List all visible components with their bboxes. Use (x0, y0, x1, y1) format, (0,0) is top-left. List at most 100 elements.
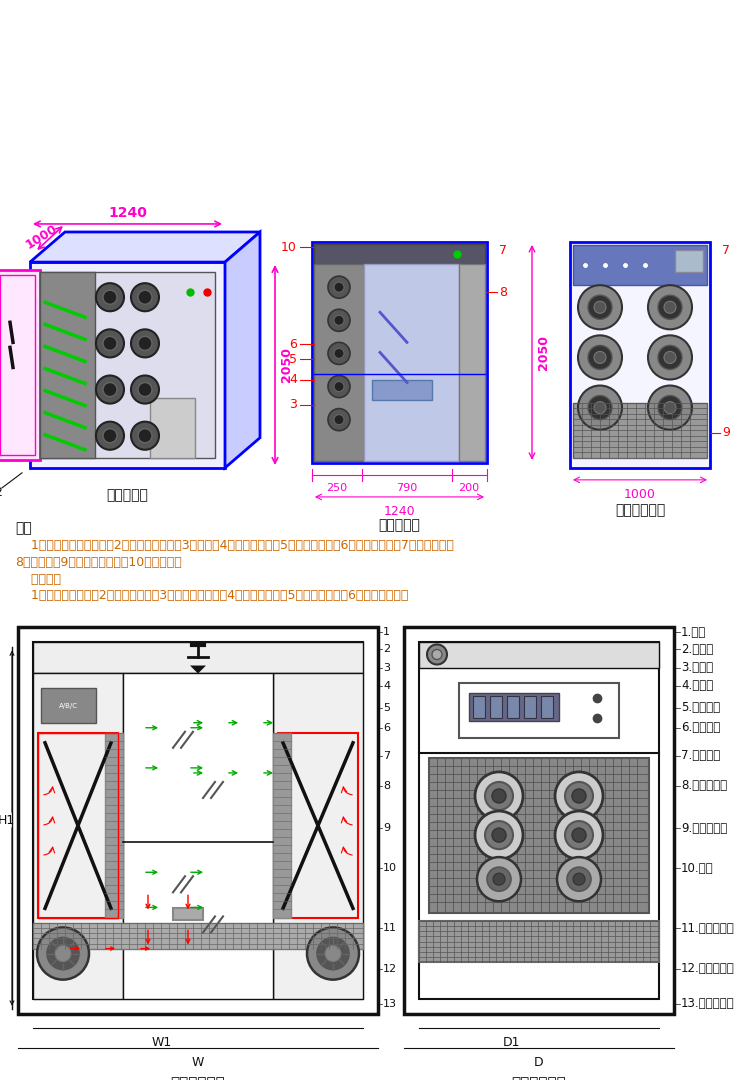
Bar (490, 696, 502, 718)
Circle shape (138, 382, 152, 396)
Text: 12.电机风机组: 12.电机风机组 (681, 962, 735, 975)
Text: 5.控制面板: 5.控制面板 (681, 701, 720, 714)
Text: 说明: 说明 (15, 521, 32, 535)
Circle shape (131, 421, 159, 449)
Circle shape (138, 291, 152, 305)
Circle shape (578, 386, 622, 430)
Circle shape (103, 382, 117, 396)
Text: 9: 9 (722, 427, 730, 440)
Circle shape (55, 945, 71, 961)
Text: 250: 250 (326, 483, 347, 492)
Text: 4.萌光灯: 4.萌光灯 (681, 679, 713, 692)
Circle shape (131, 283, 159, 311)
Text: 790: 790 (396, 483, 418, 492)
Text: 可选配件: 可选配件 (15, 573, 61, 586)
Text: D: D (534, 1056, 544, 1069)
Circle shape (334, 349, 344, 359)
Text: 8.不锈钙咗嘴: 8.不锈钙咗嘴 (681, 780, 727, 793)
Bar (473, 696, 485, 718)
Text: 11.初效过滤器: 11.初效过滤器 (681, 922, 735, 935)
Circle shape (328, 342, 350, 364)
Circle shape (557, 858, 601, 902)
Bar (314, 265, 364, 461)
Circle shape (555, 811, 603, 860)
Bar (459, 683, 619, 738)
Bar (105, 732, 123, 918)
Text: 1、全不锈钙筱体；2、不锈钙内部；3、紫外线杀菌灯；4、除静电装置；5、自动门装置；6、门禁控制系统: 1、全不锈钙筱体；2、不锈钙内部；3、紫外线杀菌灯；4、除静电装置；5、自动门装… (15, 590, 408, 603)
Circle shape (334, 282, 344, 293)
Text: 11: 11 (383, 923, 397, 933)
Circle shape (555, 772, 603, 820)
Text: 12: 12 (383, 963, 398, 973)
Text: 10.筱体: 10.筱体 (681, 862, 714, 875)
Circle shape (493, 873, 505, 886)
Circle shape (427, 645, 447, 664)
Text: （效果图）: （效果图） (106, 488, 148, 502)
Circle shape (648, 336, 692, 379)
Bar (372, 379, 432, 400)
Polygon shape (225, 232, 260, 468)
Text: Product schematic diagram: Product schematic diagram (261, 76, 489, 93)
Circle shape (572, 789, 586, 804)
Text: 9.高效过滤器: 9.高效过滤器 (681, 822, 728, 835)
Bar (30, 262, 225, 468)
Circle shape (572, 828, 586, 842)
Bar (33, 673, 123, 999)
Circle shape (648, 386, 692, 430)
Circle shape (103, 336, 117, 350)
Text: D1: D1 (503, 1036, 520, 1049)
Text: 3.吸盘锁: 3.吸盘锁 (681, 661, 713, 674)
Circle shape (103, 429, 117, 443)
Bar (173, 907, 203, 920)
Circle shape (588, 395, 612, 420)
Text: 3: 3 (290, 399, 297, 411)
Polygon shape (30, 232, 260, 262)
Bar (40, 272, 95, 458)
Text: 1: 1 (383, 627, 390, 637)
Circle shape (328, 408, 350, 431)
Text: 6: 6 (290, 338, 297, 351)
Circle shape (492, 828, 506, 842)
Bar (459, 265, 485, 461)
Text: 风淋室正面图: 风淋室正面图 (170, 1076, 225, 1080)
Circle shape (594, 351, 606, 364)
Circle shape (138, 336, 152, 350)
Circle shape (567, 867, 591, 891)
Text: H1: H1 (0, 814, 15, 827)
Bar (573, 403, 707, 458)
Circle shape (138, 429, 152, 443)
Circle shape (96, 329, 124, 357)
Text: 风淋室侧面图: 风淋室侧面图 (512, 1076, 566, 1080)
Bar (38, 732, 118, 918)
Text: 2050: 2050 (280, 348, 293, 382)
Text: W: W (192, 1056, 204, 1069)
Text: 2.闸门器: 2.闸门器 (681, 643, 713, 656)
Circle shape (664, 351, 676, 364)
Text: 1000: 1000 (24, 222, 60, 252)
Text: 7: 7 (499, 244, 507, 257)
Text: 7: 7 (383, 751, 390, 760)
Circle shape (96, 421, 124, 449)
Bar (0, 270, 40, 460)
Bar (123, 673, 273, 999)
Bar (33, 923, 363, 948)
Text: 1240: 1240 (384, 505, 416, 518)
Circle shape (485, 782, 513, 810)
Circle shape (594, 301, 606, 313)
Bar (404, 627, 674, 1014)
Bar (419, 643, 659, 999)
Text: 6: 6 (383, 723, 390, 732)
Text: 7: 7 (722, 244, 730, 257)
Text: A/B/C: A/B/C (58, 703, 77, 708)
Circle shape (658, 346, 682, 369)
Text: 10: 10 (281, 241, 297, 254)
Bar (573, 245, 707, 285)
Circle shape (325, 945, 341, 961)
Bar (33, 643, 363, 999)
Circle shape (477, 858, 521, 902)
Circle shape (334, 381, 344, 392)
Text: 9: 9 (383, 823, 390, 833)
Circle shape (664, 402, 676, 414)
Bar (18, 627, 378, 1014)
Bar (278, 732, 358, 918)
